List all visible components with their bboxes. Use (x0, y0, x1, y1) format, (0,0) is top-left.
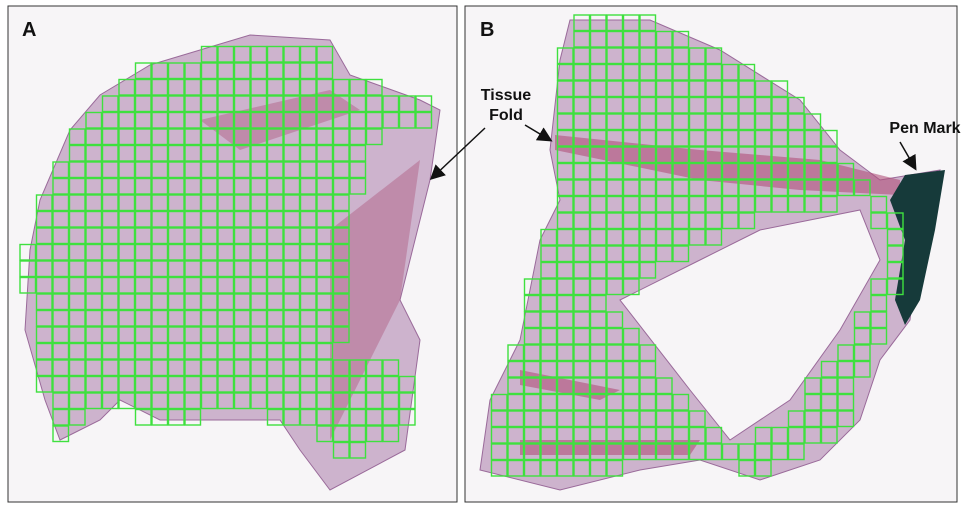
annotation: Tissue (481, 87, 532, 104)
annotation: Pen Mark (889, 120, 960, 137)
panel-label: A (22, 19, 36, 41)
panel-label: B (480, 19, 494, 41)
annotation: Fold (489, 107, 523, 124)
figure: A B Tissue Fold Pen Mark (0, 0, 963, 517)
